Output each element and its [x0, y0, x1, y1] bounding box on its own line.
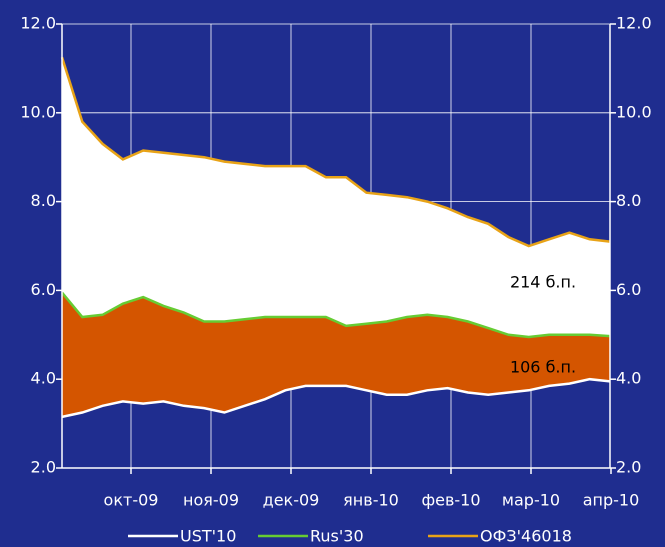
annotation: 214 б.п. — [510, 273, 576, 292]
band-fill — [62, 57, 610, 338]
series-line — [61, 377, 611, 419]
y2-tick-label: 4.0 — [616, 369, 641, 388]
x-tick-label: апр-10 — [583, 491, 640, 510]
y2-tick-label: 2.0 — [616, 458, 641, 477]
x-tick-label: окт-09 — [104, 491, 159, 510]
x-tick-label: ноя-09 — [183, 491, 239, 510]
x-tick-label: дек-09 — [263, 491, 320, 510]
y-tick-label: 4.0 — [31, 369, 56, 388]
x-tick-label: янв-10 — [343, 491, 399, 510]
series-line — [60, 56, 611, 248]
y-tick-label: 2.0 — [31, 458, 56, 477]
legend-label: UST'10 — [180, 527, 236, 546]
legend-label: Rus'30 — [310, 527, 364, 546]
x-tick-label: мар-10 — [502, 491, 560, 510]
y2-tick-label: 12.0 — [616, 14, 652, 33]
annotation: 106 б.п. — [510, 358, 576, 377]
y2-tick-label: 6.0 — [616, 280, 641, 299]
y-tick-label: 6.0 — [31, 280, 56, 299]
y2-tick-label: 10.0 — [616, 102, 652, 121]
y2-tick-label: 8.0 — [616, 191, 641, 210]
y-tick-label: 10.0 — [20, 102, 56, 121]
x-tick-label: фев-10 — [421, 491, 480, 510]
legend-label: ОФЗ'46018 — [480, 527, 572, 546]
y-tick-label: 12.0 — [20, 14, 56, 33]
series-line — [61, 291, 611, 339]
y-tick-label: 8.0 — [31, 191, 56, 210]
